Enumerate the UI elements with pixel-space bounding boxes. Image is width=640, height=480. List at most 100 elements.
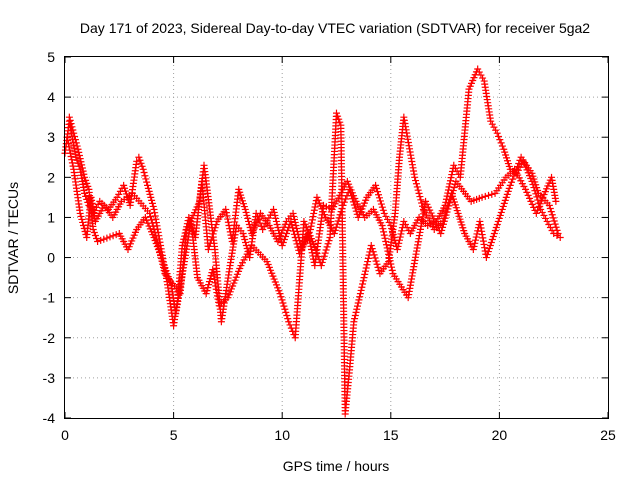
data-marker-plus: [493, 129, 501, 137]
data-marker-plus: [289, 224, 297, 232]
data-marker-plus: [403, 223, 411, 231]
y-tick-label: 4: [47, 89, 55, 105]
data-marker-plus: [536, 200, 544, 208]
data-marker-plus: [367, 242, 375, 250]
data-marker-plus: [78, 215, 86, 223]
data-series: [61, 65, 564, 418]
data-marker-plus: [148, 196, 156, 204]
data-marker-plus: [474, 65, 482, 73]
data-marker-plus: [69, 126, 77, 134]
data-marker-plus: [492, 126, 500, 134]
data-marker-plus: [90, 228, 98, 236]
data-marker-plus: [256, 219, 264, 227]
data-marker-plus: [551, 220, 559, 228]
data-marker-plus: [355, 296, 363, 304]
data-marker-plus: [154, 238, 162, 246]
series-group: [63, 133, 560, 326]
data-marker-plus: [552, 223, 560, 231]
data-marker-plus: [473, 230, 481, 238]
data-marker-plus: [252, 209, 260, 217]
data-marker-plus: [64, 140, 72, 148]
data-marker-plus: [362, 264, 370, 272]
data-marker-plus: [273, 220, 281, 228]
data-marker-plus: [312, 200, 320, 208]
data-marker-plus: [506, 181, 514, 189]
data-marker-plus: [504, 187, 512, 195]
data-marker-plus: [447, 193, 455, 201]
data-marker-plus: [540, 211, 548, 219]
data-marker-plus: [154, 242, 162, 250]
data-marker-plus: [280, 302, 288, 310]
data-marker-plus: [448, 190, 456, 198]
data-marker-plus: [527, 197, 535, 205]
data-marker-plus: [383, 244, 391, 252]
data-marker-plus: [275, 229, 283, 237]
x-tick-label: 25: [600, 427, 616, 443]
data-marker-plus: [360, 274, 368, 282]
data-marker-plus: [148, 199, 156, 207]
data-marker-plus: [448, 171, 456, 179]
y-tick-label: -4: [43, 410, 56, 426]
data-marker-plus: [70, 129, 78, 137]
data-marker-plus: [142, 175, 150, 183]
data-marker-plus: [242, 239, 250, 247]
y-tick-label: -1: [43, 290, 56, 306]
data-marker-plus: [159, 260, 167, 268]
data-marker-plus: [370, 251, 378, 259]
data-marker-plus: [145, 187, 153, 195]
y-tick-label: -3: [43, 370, 56, 386]
data-marker-plus: [66, 116, 74, 124]
data-marker-plus: [319, 255, 327, 263]
data-marker-plus: [374, 191, 382, 199]
data-marker-plus: [103, 234, 111, 242]
data-marker-plus: [388, 263, 396, 271]
data-marker-plus: [486, 242, 494, 250]
data-marker-plus: [320, 252, 328, 260]
data-marker-plus: [372, 181, 380, 189]
data-marker-plus: [77, 212, 85, 220]
data-marker-plus: [499, 202, 507, 210]
data-marker-plus: [477, 71, 485, 79]
data-marker-plus: [484, 248, 492, 256]
data-marker-plus: [146, 190, 154, 198]
data-marker-plus: [351, 315, 359, 323]
data-marker-plus: [73, 142, 81, 150]
data-marker-plus: [489, 232, 497, 240]
data-marker-plus: [65, 143, 73, 151]
data-marker-plus: [450, 183, 458, 191]
data-marker-plus: [397, 230, 405, 238]
data-marker-plus: [76, 209, 84, 217]
data-marker-plus: [222, 205, 230, 213]
data-marker-plus: [398, 227, 406, 235]
data-marker-plus: [491, 226, 499, 234]
data-marker-plus: [375, 194, 383, 202]
data-marker-plus: [446, 177, 454, 185]
data-marker-plus: [140, 169, 148, 177]
data-marker-plus: [274, 223, 282, 231]
data-marker-plus: [475, 68, 483, 76]
data-marker-plus: [554, 229, 562, 237]
data-marker-plus: [388, 266, 396, 274]
data-marker-plus: [369, 248, 377, 256]
data-marker-plus: [71, 132, 79, 140]
data-marker-plus: [335, 115, 343, 123]
data-marker-plus: [325, 237, 333, 245]
x-tick-label: 0: [61, 427, 69, 443]
y-tick-label: 0: [47, 250, 55, 266]
data-marker-plus: [368, 245, 376, 253]
data-marker-plus: [415, 189, 423, 197]
data-marker-plus: [241, 205, 249, 213]
data-marker-plus: [290, 230, 298, 238]
data-marker-plus: [146, 209, 154, 217]
data-marker-plus: [66, 149, 74, 157]
data-marker-plus: [496, 136, 504, 144]
data-marker-plus: [332, 223, 340, 231]
data-marker-plus: [490, 123, 498, 131]
data-marker-plus: [270, 205, 278, 213]
data-marker-plus: [276, 290, 284, 298]
data-marker-plus: [253, 213, 261, 221]
data-marker-plus: [271, 211, 279, 219]
data-marker-plus: [354, 299, 362, 307]
data-marker-plus: [488, 190, 496, 198]
